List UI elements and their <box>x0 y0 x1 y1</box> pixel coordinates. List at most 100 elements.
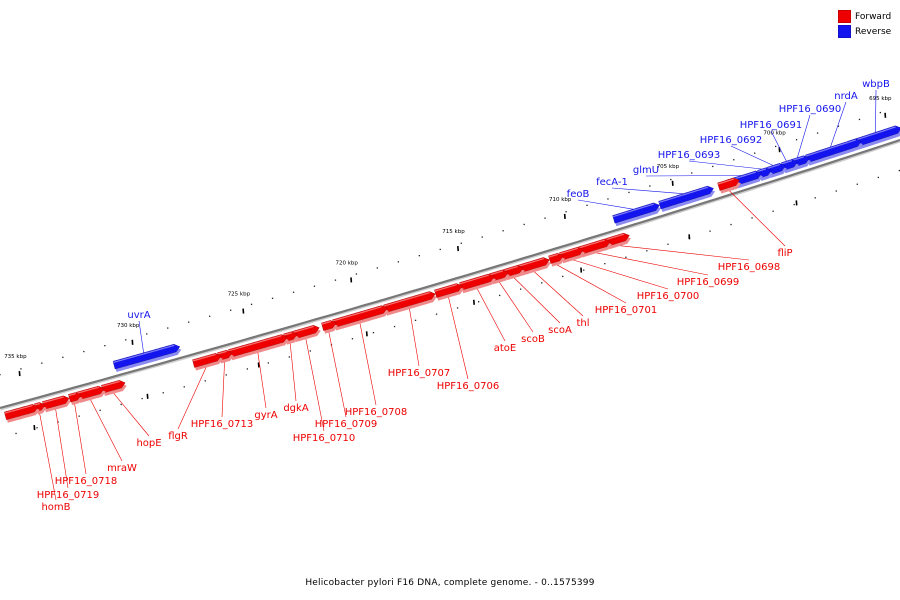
gene-highlight <box>113 344 175 363</box>
gene-labels: wbpB nrdA HPF16_0690 HPF16_0691 HPF16_0692 HP… <box>37 79 890 513</box>
minor-tick-below <box>78 415 80 417</box>
gene-uvra[interactable] <box>112 343 181 370</box>
gene-highlight <box>805 139 856 157</box>
label-hpf16-0700: HPF16_0700 <box>637 291 699 302</box>
gene-nrda[interactable] <box>805 138 862 163</box>
gene-unlabeled[interactable] <box>4 404 39 420</box>
minor-tick-below <box>15 432 17 435</box>
minor-tick-above <box>586 204 588 206</box>
legend-forward-label: Forward <box>855 11 892 22</box>
gene-gyra[interactable] <box>228 334 288 358</box>
gene-feca-1[interactable] <box>658 185 714 210</box>
minor-tick-below <box>898 169 900 172</box>
minor-tick-above <box>0 374 1 376</box>
label-dgka: dgkA <box>283 403 308 414</box>
gene-highlight <box>757 168 767 172</box>
gene-hpf16-0708[interactable] <box>332 305 388 328</box>
gene-highlight <box>42 396 64 404</box>
legend-forward: Forward <box>838 9 891 24</box>
gene-scob[interactable] <box>489 269 509 282</box>
label-hpf16-0690: HPF16_0690 <box>779 104 841 115</box>
leader-scoa <box>513 276 561 324</box>
label-leaders <box>39 89 877 501</box>
gene-highlight <box>283 332 292 336</box>
scale-tick-label: 695 kbp <box>869 96 892 102</box>
minor-tick-below <box>709 230 711 232</box>
leader-hpf16-0700 <box>571 259 669 290</box>
label-hpf16-0707: HPF16_0707 <box>388 368 450 379</box>
gene-highlight <box>192 353 216 362</box>
gene-highlight <box>383 292 430 307</box>
gene-hpf16-0719[interactable] <box>42 395 70 410</box>
minor-tick-above <box>816 132 819 134</box>
gene-hpf16-0693[interactable] <box>757 167 772 179</box>
gene-highlight <box>332 306 382 322</box>
label-scoa: scoA <box>548 325 572 336</box>
label-gyra: gyrA <box>254 410 277 421</box>
gene-highlight <box>459 274 489 285</box>
minor-tick-below <box>856 183 858 185</box>
gene-highlight <box>503 265 519 272</box>
leader-hpf16-0699 <box>594 252 709 276</box>
gene-feob[interactable] <box>612 202 660 224</box>
gene-thl[interactable] <box>517 257 550 274</box>
leader-hpf16-0693 <box>688 160 762 170</box>
gene-hpf16-0700[interactable] <box>559 246 584 261</box>
gene-scoa[interactable] <box>503 265 524 278</box>
minor-tick-below <box>372 332 375 334</box>
gene-highlight <box>76 386 99 394</box>
minor-tick-above <box>649 185 651 187</box>
minor-tick-below <box>604 263 606 265</box>
minor-tick-below <box>204 380 206 382</box>
gene-hpf16-0709[interactable] <box>321 320 337 332</box>
minor-tick-below <box>499 294 501 297</box>
gene-dgka[interactable] <box>283 331 298 342</box>
minor-tick-above <box>20 368 22 370</box>
gene-hpf16-0691[interactable] <box>781 159 798 171</box>
minor-tick-above <box>691 172 693 174</box>
gene-highlight <box>559 247 579 255</box>
gene-hpf16-0701[interactable] <box>548 252 564 264</box>
leader-hpf16-0718 <box>74 403 87 475</box>
gene-hpf16-0713[interactable] <box>217 350 233 361</box>
gene-mraw[interactable] <box>76 385 105 401</box>
minor-tick-below <box>793 203 795 206</box>
gene-hpf16-0706[interactable] <box>434 283 463 298</box>
gene-highlight <box>791 156 805 162</box>
minor-tick-below <box>36 427 38 429</box>
scale-tick-label: 725 kbp <box>228 292 251 298</box>
gene-hpf16-0699[interactable] <box>578 238 611 255</box>
leader-dgka <box>289 342 297 402</box>
leader-feob <box>577 199 634 210</box>
gene-hpf16-0718[interactable] <box>68 392 82 403</box>
leader-hpf16-0713 <box>221 361 225 418</box>
label-hpf16-0699: HPF16_0699 <box>677 277 739 288</box>
gene-atoe[interactable] <box>459 273 495 291</box>
leader-hpf16-0706 <box>448 296 469 380</box>
gene-flgr[interactable] <box>192 353 222 368</box>
leader-scob <box>498 281 534 333</box>
minor-tick-below <box>835 190 837 192</box>
leader-gyra <box>257 351 267 409</box>
minor-tick-above <box>376 267 378 269</box>
gene-hpf16-0692[interactable] <box>766 163 786 176</box>
label-hpf16-0693: HPF16_0693 <box>658 150 720 161</box>
gene-hpf16-0710[interactable] <box>292 325 320 340</box>
gene-hope[interactable] <box>101 380 126 394</box>
minor-tick-above <box>460 242 462 244</box>
gene-hpf16-0707[interactable] <box>383 291 436 313</box>
gene-highlight <box>517 258 544 267</box>
gene-flip[interactable] <box>717 177 740 191</box>
leader-wbpb <box>875 89 877 133</box>
minor-tick-below <box>730 223 732 226</box>
minor-tick-above <box>334 279 337 281</box>
legend: Forward Reverse <box>838 9 891 39</box>
gene-hpf16-0698[interactable] <box>605 232 630 247</box>
leader-hpf16-0707 <box>409 307 420 367</box>
gene-track <box>4 125 900 423</box>
reverse-swatch <box>838 25 851 38</box>
minor-tick-below <box>625 256 627 258</box>
label-wbpb: wbpB <box>862 79 890 90</box>
minor-tick-below <box>57 421 59 423</box>
minor-tick-below <box>309 350 311 352</box>
